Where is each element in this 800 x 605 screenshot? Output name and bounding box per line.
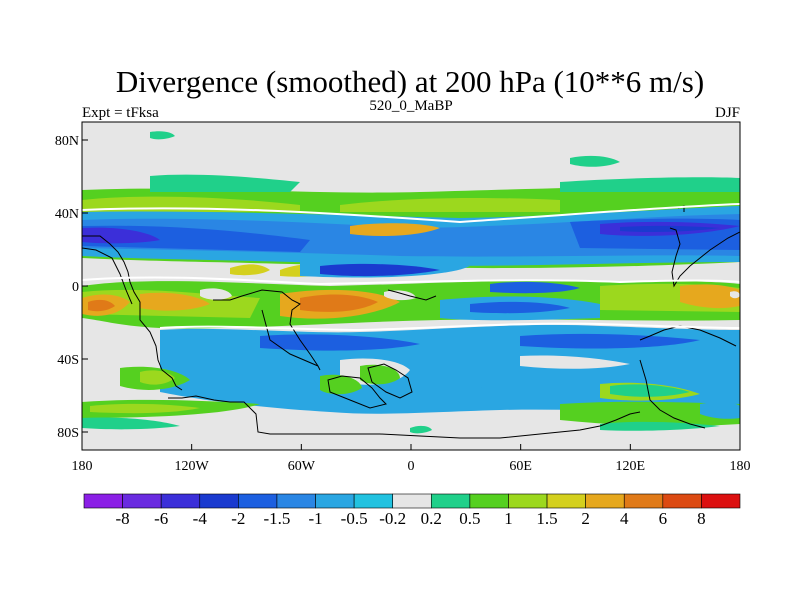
colorbar-swatch	[585, 493, 625, 509]
colorbar-swatch	[623, 493, 664, 509]
contour-fill	[350, 223, 440, 236]
x-tick-label: 180	[730, 459, 751, 474]
colorbar-swatch	[546, 493, 586, 509]
colorbar-swatch	[430, 493, 471, 509]
colorbar-swatch	[122, 493, 162, 509]
y-tick-label: 40S	[57, 353, 79, 368]
experiment-label: Expt = tFksa	[82, 105, 159, 121]
colorbar-label: 8	[697, 509, 706, 528]
coastline-americas	[82, 235, 183, 391]
x-tick-label: 120E	[616, 459, 646, 474]
contour-fill	[610, 384, 690, 397]
zero-contours	[82, 203, 740, 332]
colorbar-label: -4	[193, 509, 208, 528]
contour-fill	[260, 333, 700, 351]
y-tick-label: 0	[72, 280, 79, 295]
colorbar-label: -1.5	[263, 509, 290, 528]
colorbar-swatch	[276, 493, 316, 509]
contour-fill	[420, 382, 740, 419]
contour-fill	[90, 403, 200, 414]
colorbar-label: -8	[116, 509, 130, 528]
x-tick-label: 120W	[175, 459, 210, 474]
colorbar-label: 1.5	[536, 509, 557, 528]
colorbar-label: 0.2	[421, 509, 442, 528]
coastline-south-islands	[327, 363, 413, 409]
chart-title: Divergence (smoothed) at 200 hPa (10**6 …	[116, 64, 704, 99]
contour-fill	[120, 364, 400, 395]
colorbar-swatch	[508, 493, 548, 509]
contour-fill	[150, 131, 620, 167]
coastline-africa-eurasia	[213, 289, 437, 371]
period-label: 520_0_MaBP	[369, 98, 452, 114]
colorbar-label: -6	[154, 509, 168, 528]
colorbar-swatch	[315, 493, 355, 509]
contour-fill	[150, 174, 740, 192]
coastlines	[82, 205, 740, 439]
colorbar-swatch	[199, 493, 239, 509]
y-tick-label: 80S	[57, 426, 79, 441]
x-tick-label: 180	[72, 459, 93, 474]
contour-fill	[82, 399, 740, 427]
contour-fill	[620, 225, 720, 232]
zero-contour-south	[159, 322, 740, 332]
y-tick-label: 80N	[55, 134, 79, 149]
zero-contour-north	[82, 203, 740, 224]
colorbar-swatch	[392, 493, 432, 509]
x-axis: 180 120W 60W 0 60E 120E 180	[72, 444, 751, 474]
colorbar-label: -1	[308, 509, 322, 528]
x-tick-label: 60W	[288, 459, 316, 474]
colorbar-label: -2	[231, 509, 245, 528]
colorbar-label: 6	[659, 509, 668, 528]
colorbar-swatch	[662, 493, 702, 509]
contour-fill	[82, 283, 740, 318]
y-axis: 80N 40N 0 40S 80S	[55, 134, 88, 441]
colorbar-swatch	[469, 493, 509, 509]
colorbar-swatch	[238, 493, 278, 509]
colorbar-swatch	[353, 493, 394, 509]
contour-fill	[140, 370, 700, 401]
x-tick-label: 0	[408, 459, 415, 474]
map-plot-area	[82, 122, 740, 450]
zero-contour-equator	[82, 276, 740, 286]
contour-fill	[470, 281, 580, 314]
colorbar-label: 1	[504, 509, 513, 528]
coastline-antarctica	[168, 395, 641, 439]
y-tick-label: 40N	[55, 207, 79, 222]
colorbar-label: 4	[620, 509, 629, 528]
colorbar-swatch	[701, 493, 741, 509]
colorbar-label: 0.5	[459, 509, 480, 528]
contour-fill	[320, 263, 440, 277]
contour-fill	[88, 294, 378, 312]
colorbar: -8 -6 -4 -2 -1.5 -1 -0.5 -0.2 0.2 0.5 1 1.5 2 4 6 8	[83, 493, 741, 528]
contour-fill	[340, 355, 630, 385]
contour-fill	[82, 329, 160, 364]
x-tick-label: 60E	[509, 459, 532, 474]
season-label: DJF	[715, 105, 740, 121]
colorbar-label: -0.5	[341, 509, 368, 528]
colorbar-swatch	[160, 493, 201, 509]
colorbar-label: -0.2	[379, 509, 406, 528]
contour-fill	[82, 218, 740, 252]
colorbar-swatch	[83, 493, 123, 509]
contour-fill	[82, 221, 740, 244]
colorbar-label: 2	[581, 509, 590, 528]
